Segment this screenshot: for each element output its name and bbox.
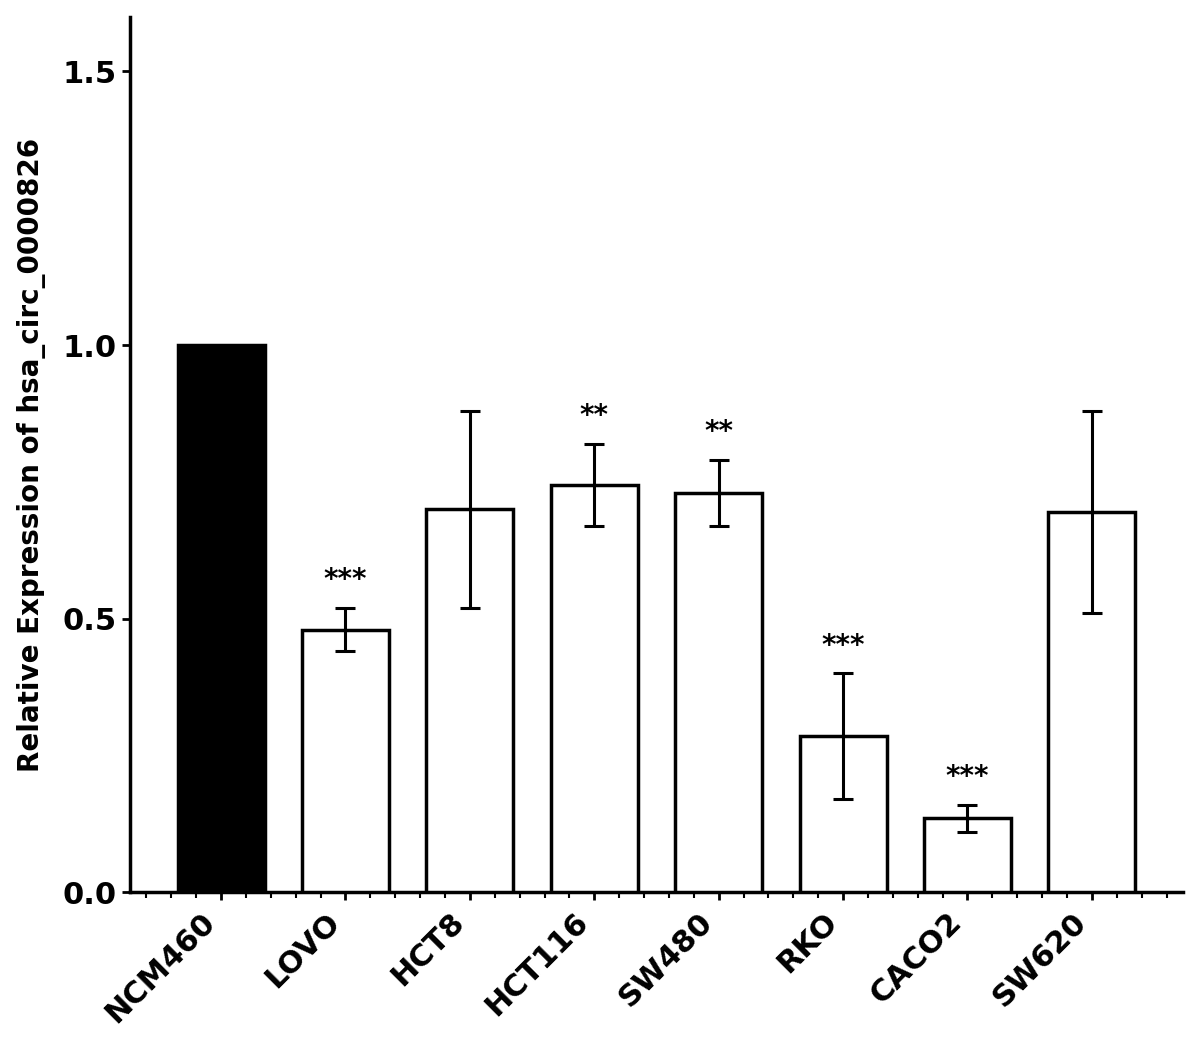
Text: **: ** (704, 418, 733, 446)
Text: ***: *** (821, 631, 865, 659)
Y-axis label: Relative Expression of hsa_circ_0000826: Relative Expression of hsa_circ_0000826 (17, 137, 46, 771)
Bar (178, 345, 265, 892)
Bar (1049, 512, 1135, 892)
Bar (799, 737, 887, 892)
Bar (551, 485, 638, 892)
Text: **: ** (580, 402, 608, 429)
Bar (302, 629, 389, 892)
Text: ***: *** (324, 566, 367, 594)
Text: ***: *** (946, 763, 989, 791)
Bar (924, 818, 1012, 892)
Bar (676, 493, 762, 892)
Bar (426, 509, 514, 892)
